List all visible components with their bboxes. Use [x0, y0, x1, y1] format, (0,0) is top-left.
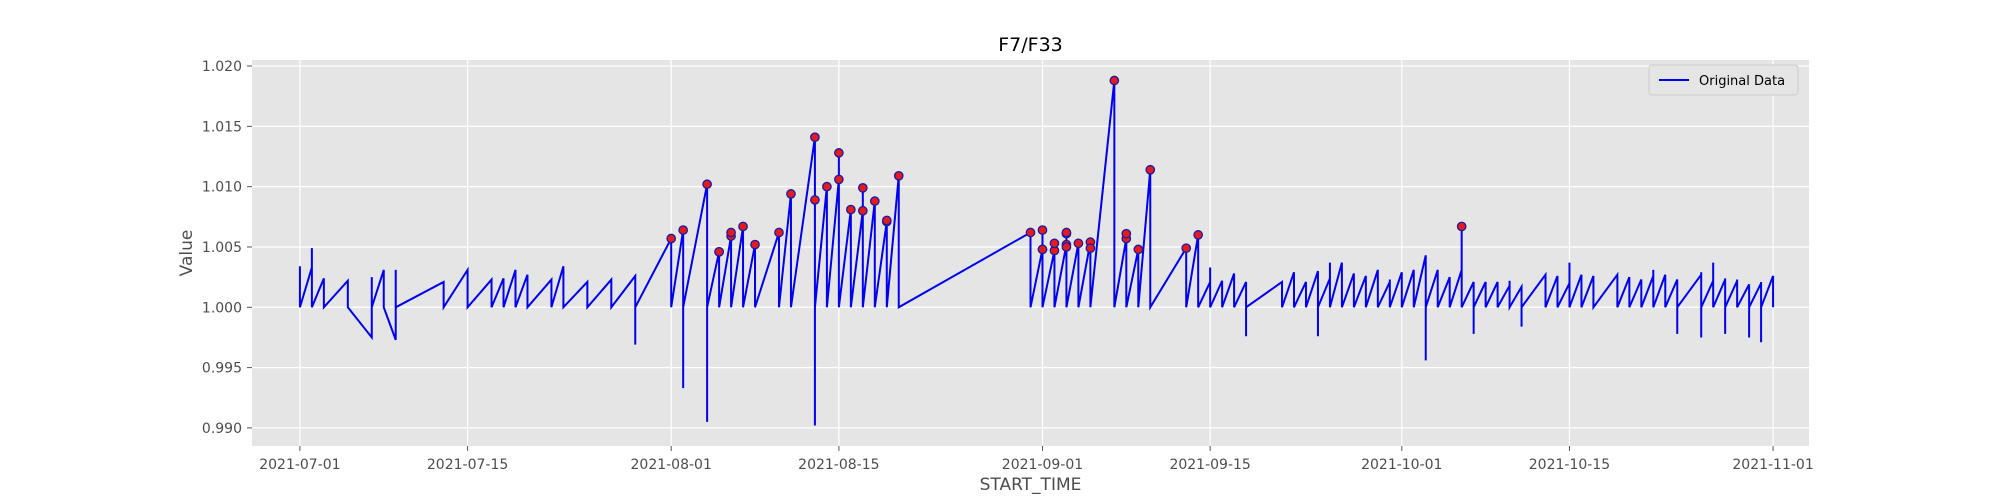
chart-title: F7/F33 [998, 34, 1063, 56]
highlight-point [893, 170, 904, 181]
x-tick-label: 2021-11-01 [1732, 457, 1813, 473]
highlight-point [666, 233, 677, 244]
highlight-point [1121, 228, 1132, 239]
x-tick-label: 2021-08-15 [798, 457, 879, 473]
highlight-point [822, 181, 832, 192]
highlight-point [810, 195, 820, 205]
highlight-point [1025, 227, 1036, 238]
x-tick-label: 2021-07-15 [427, 457, 508, 473]
highlight-point [1049, 238, 1060, 249]
highlight-point [726, 227, 736, 238]
highlight-point [678, 225, 689, 235]
highlight-point [1109, 75, 1120, 86]
highlight-point [857, 183, 868, 193]
x-tick-label: 2021-10-01 [1361, 457, 1442, 473]
x-tick-label: 2021-08-01 [631, 457, 712, 473]
y-tick-label: 0.995 [202, 361, 242, 377]
x-tick-label: 2021-09-01 [1002, 457, 1083, 473]
highlight-point [810, 132, 820, 143]
x-tick-label: 2021-07-01 [259, 457, 340, 473]
highlight-point [738, 221, 748, 232]
highlight-point [857, 205, 868, 216]
highlight-point [1193, 230, 1204, 240]
highlight-point [1085, 243, 1096, 254]
highlight-point [1037, 244, 1048, 255]
x-tick-label: 2021-09-15 [1169, 457, 1250, 473]
legend: Original Data [1648, 64, 1799, 96]
y-tick-label: 1.010 [202, 180, 242, 196]
y-tick-label: 0.990 [202, 421, 242, 437]
y-tick-label: 1.005 [202, 240, 242, 256]
highlight-point [1061, 227, 1072, 238]
highlight-point [869, 196, 880, 206]
legend-label: Original Data [1699, 74, 1785, 89]
y-tick-label: 1.000 [202, 300, 242, 316]
y-tick-label: 1.015 [202, 119, 242, 135]
highlight-point [1181, 243, 1192, 254]
highlight-point [881, 215, 892, 226]
x-tick-label: 2021-10-15 [1529, 457, 1610, 473]
highlight-point [774, 227, 784, 238]
legend-box [1648, 64, 1799, 96]
highlight-point [702, 179, 712, 190]
y-tick-label: 1.020 [202, 59, 242, 75]
series-line [298, 80, 1775, 426]
highlight-point [750, 239, 760, 250]
highlight-point [1061, 242, 1072, 252]
highlight-point [845, 204, 856, 215]
x-axis-title: START_TIME [980, 475, 1082, 495]
highlight-point [1133, 244, 1144, 255]
highlight-point [1073, 238, 1084, 249]
highlight-point [1037, 225, 1048, 235]
y-axis-title: Value [177, 230, 197, 277]
highlight-point [834, 148, 844, 158]
highlight-point [1145, 164, 1156, 175]
grid [252, 60, 1809, 446]
highlight-point [714, 246, 724, 257]
highlight-point [786, 189, 796, 199]
highlight-point [1456, 221, 1467, 232]
highlight-point [834, 174, 844, 185]
